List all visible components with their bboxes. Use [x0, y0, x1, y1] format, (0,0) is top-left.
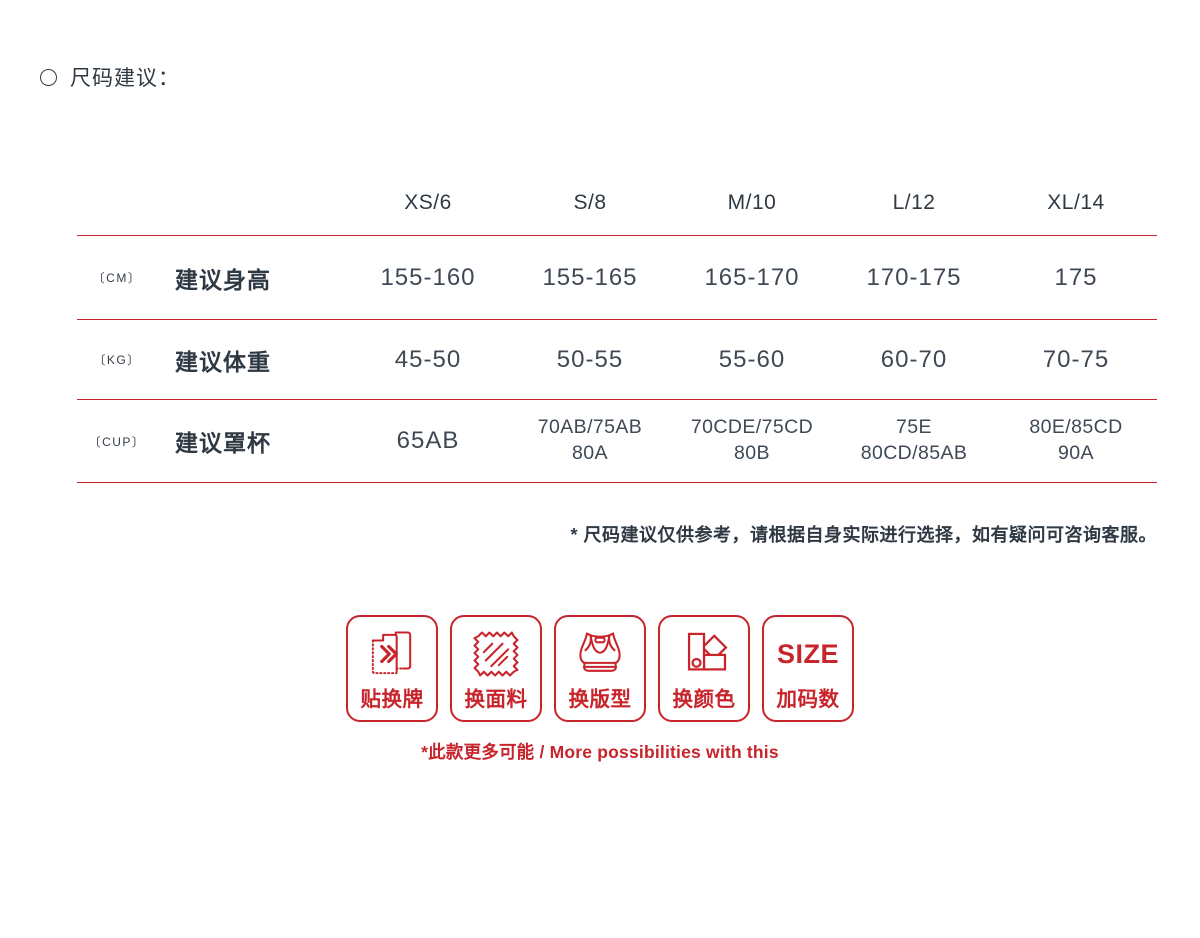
column-header-l: L/12: [892, 190, 936, 214]
section-header: 尺码建议：: [40, 62, 180, 92]
size-table: XS/6 S/8 M/10 L/12 XL/14 〔CM〕 建议身高 155-1…: [77, 170, 1157, 483]
size-text-icon: SIZE: [777, 639, 840, 669]
size-value-cell: 155-165: [542, 263, 638, 291]
size-value-cell: 70-75: [1042, 345, 1110, 373]
size-value-cell: 55-60: [718, 345, 786, 373]
table-row-weight: 〔KG〕 建议体重 45-50 50-55 55-60 60-70 70-75: [77, 320, 1157, 400]
column-header-xs: XS/6: [404, 190, 452, 214]
table-row-height: 〔CM〕 建议身高 155-160 155-165 165-170 170-17…: [77, 236, 1157, 320]
feature-label: 换版型: [568, 688, 632, 711]
section-title: 尺码建议：: [70, 67, 180, 90]
size-value-cell: 60-70: [880, 345, 948, 373]
unit-label: 〔CM〕: [92, 271, 142, 285]
table-header-row: XS/6 S/8 M/10 L/12 XL/14: [77, 170, 1157, 236]
size-value-cell: 175: [1054, 263, 1098, 291]
size-value-cell: 80E/85CD 90A: [1029, 416, 1123, 464]
size-value-cell: 45-50: [394, 345, 462, 373]
row-label: 建议罩杯: [175, 430, 271, 456]
feature-label: 加码数: [776, 688, 840, 711]
unit-label: 〔KG〕: [93, 353, 141, 367]
size-value-cell: 170-175: [866, 263, 962, 291]
disclaimer-note: * 尺码建议仅供参考，请根据自身实际进行选择，如有疑问可咨询客服。: [570, 525, 1157, 545]
color-swatch-icon: [676, 626, 732, 682]
row-label: 建议体重: [175, 348, 271, 375]
column-header-xl: XL/14: [1047, 190, 1105, 214]
tag-swap-icon: [364, 626, 420, 682]
unit-label: 〔CUP〕: [88, 434, 146, 449]
size-value-cell: 70CDE/75CD 80B: [690, 416, 814, 464]
size-value-cell: 50-55: [556, 345, 624, 373]
feature-badges: 贴换牌 换面料: [0, 615, 1200, 722]
feature-badge-style: 换版型: [554, 615, 646, 722]
column-header-s: S/8: [573, 190, 607, 214]
tagline-text: *此款更多可能 / More possibilities with this: [421, 742, 779, 762]
size-value-cell: 65AB: [396, 427, 460, 455]
column-header-m: M/10: [727, 190, 777, 214]
feature-label: 贴换牌: [360, 688, 424, 711]
feature-badge-size: SIZE 加码数: [762, 615, 854, 722]
feature-badge-fabric: 换面料: [450, 615, 542, 722]
sports-bra-icon: [572, 626, 628, 682]
feature-badge-tag-swap: 贴换牌: [346, 615, 438, 722]
feature-label: 换面料: [464, 688, 528, 711]
circle-bullet-icon: [40, 68, 57, 86]
feature-label: 换颜色: [672, 688, 736, 711]
size-value-cell: 155-160: [380, 263, 476, 291]
row-label: 建议身高: [175, 266, 271, 293]
feature-badge-color: 换颜色: [658, 615, 750, 722]
size-value-cell: 70AB/75AB 80A: [537, 416, 643, 464]
table-row-cup: 〔CUP〕 建议罩杯 65AB 70AB/75AB 80A 70CDE/75CD 8…: [77, 400, 1157, 483]
size-value-cell: 75E 80CD/85AB: [860, 416, 968, 464]
size-value-cell: 165-170: [704, 263, 800, 291]
fabric-swatch-icon: [468, 626, 524, 682]
